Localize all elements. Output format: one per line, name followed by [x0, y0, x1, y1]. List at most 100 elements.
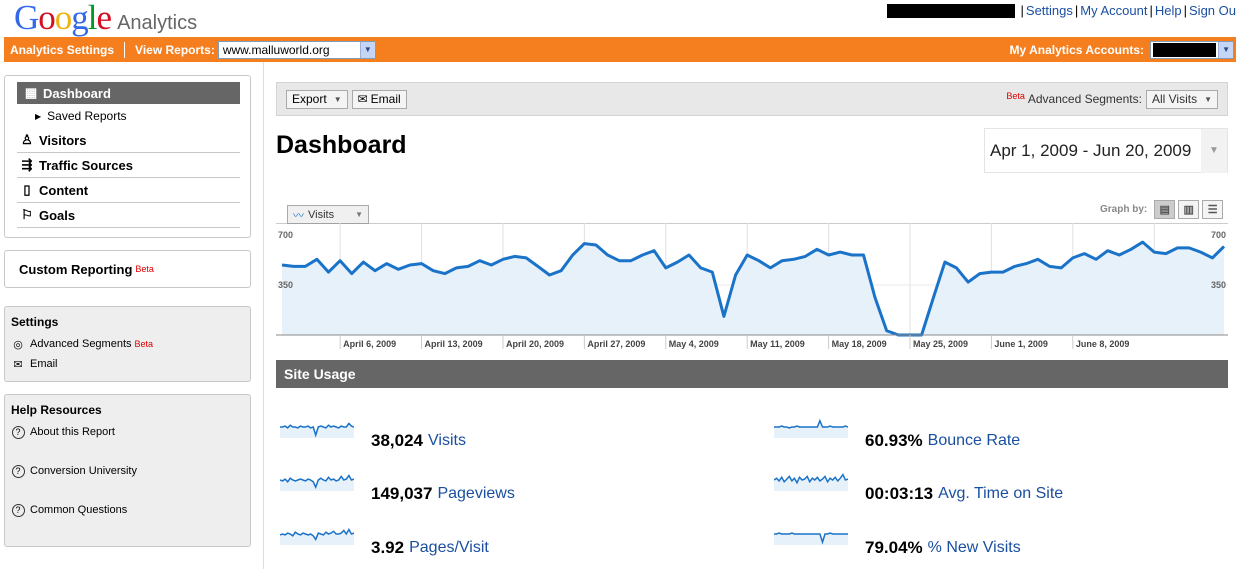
help-icon: ? [11, 464, 25, 478]
y-tick-label: 350 [278, 280, 293, 290]
x-tick-label: May 11, 2009 [750, 339, 805, 349]
sparkline-area [774, 474, 848, 491]
graph-by-month-button[interactable]: ☰ [1202, 200, 1224, 219]
line-chart-icon: 〰 [293, 209, 304, 222]
nav-visitors-label: Visitors [39, 132, 87, 148]
metric-label-link[interactable]: % New Visits [927, 539, 1021, 556]
metric-label-link[interactable]: Pageviews [437, 485, 515, 502]
metric-label-link[interactable]: Visits [428, 432, 466, 449]
sign-out-link[interactable]: Sign Ou [1189, 3, 1236, 18]
report-nav: ▦ Dashboard ▶ Saved Reports ♙ Visitors ⇶… [4, 75, 251, 238]
graph-by-week-button[interactable]: ▥ [1178, 200, 1200, 219]
x-tick-label: May 25, 2009 [913, 339, 968, 349]
help-link[interactable]: Help [1154, 3, 1182, 18]
email-button[interactable]: ✉ Email [351, 89, 407, 109]
advanced-segments-link[interactable]: ◎ Advanced Segments Beta [11, 334, 244, 354]
export-button[interactable]: Export ▼ [286, 89, 348, 109]
advanced-segments-label: Advanced Segments: [1027, 92, 1142, 106]
metric-value: 60.93% [865, 431, 923, 450]
sparkline-line [774, 473, 848, 485]
common-questions-link[interactable]: ? Common Questions [11, 500, 244, 520]
beta-badge: Beta [1006, 91, 1025, 101]
metric-label-link[interactable]: Pages/Visit [409, 539, 489, 556]
metric-label-link[interactable]: Bounce Rate [927, 432, 1021, 449]
view-reports-label: View Reports: [135, 42, 215, 57]
common-questions-label: Common Questions [30, 504, 128, 516]
y-tick-label: 700 [278, 230, 293, 240]
my-account-link[interactable]: My Account [1080, 3, 1148, 18]
metric-pages-visit: 3.92 Pages/Visit [280, 510, 489, 558]
google-analytics-logo[interactable]: Google Analytics [14, 0, 197, 36]
sparkline [774, 473, 848, 491]
nav-custom-reporting[interactable]: Custom Reporting Beta [4, 250, 251, 288]
email-link[interactable]: ✉ Email [11, 354, 244, 374]
beta-badge: Beta [134, 339, 154, 349]
email-label: Email [30, 358, 58, 370]
analytics-settings-link[interactable]: Analytics Settings [10, 42, 115, 57]
export-label: Export [292, 92, 327, 106]
envelope-icon: ✉ [13, 358, 23, 371]
about-report-link[interactable]: ? About this Report [11, 422, 244, 442]
date-range-picker[interactable]: Apr 1, 2009 - Jun 20, 2009 ▼ [984, 128, 1228, 173]
logo-analytics-text: Analytics [117, 12, 198, 34]
sparkline-line [774, 532, 848, 545]
nav-dashboard[interactable]: ▦ Dashboard [17, 82, 240, 104]
top-nav-bar: Analytics Settings View Reports: www.mal… [4, 37, 1236, 62]
segment-select[interactable]: All Visits ▼ [1145, 89, 1218, 109]
x-tick-label: April 13, 2009 [425, 339, 483, 349]
visits-series-line[interactable] [281, 240, 1226, 337]
account-select[interactable]: ▼ [1150, 40, 1234, 59]
graph-by-controls: Graph by: ▤ ▥ ☰ [1100, 200, 1224, 219]
nav-content-label: Content [39, 182, 89, 198]
sparkline-line [280, 527, 354, 541]
my-accounts-label: My Analytics Accounts: [1009, 42, 1144, 57]
nav-traffic-sources[interactable]: ⇶ Traffic Sources [17, 153, 240, 178]
sparkline-area [774, 420, 848, 438]
sparkline [280, 422, 354, 438]
help-resources-box: Help Resources ? About this Report ? Con… [4, 394, 251, 547]
chevron-down-icon: ▼ [1218, 41, 1233, 58]
nav-content[interactable]: ▯ Content [17, 178, 240, 203]
sparkline-line [280, 422, 354, 438]
person-icon: ♙ [21, 132, 33, 147]
metric-visits: 38,024 Visits [280, 403, 466, 451]
page-icon: ▯ [23, 182, 31, 197]
sparkline-line [774, 418, 848, 429]
metric-value: 00:03:13 [865, 484, 934, 503]
segment-value: All Visits [1151, 92, 1198, 106]
settings-link[interactable]: Settings [1025, 3, 1073, 18]
x-tick-label: May 18, 2009 [832, 339, 887, 349]
x-tick-label: May 4, 2009 [669, 339, 719, 349]
help-icon: ? [11, 425, 25, 439]
conversion-university-link[interactable]: ? Conversion University [11, 461, 244, 481]
sparkline-area [774, 533, 848, 545]
visits-series-area [282, 242, 1224, 335]
sparkline [280, 474, 354, 491]
sparkline [280, 527, 354, 545]
nav-goals[interactable]: ⚐ Goals [17, 203, 240, 228]
top-links: | Settings | My Account | Help | Sign Ou [886, 3, 1236, 18]
sparkline-area [280, 475, 354, 491]
redacted-account [1153, 42, 1217, 57]
sparkline [774, 532, 848, 545]
metric-label-link[interactable]: Avg. Time on Site [938, 485, 1064, 502]
help-title: Help Resources [11, 403, 102, 417]
x-tick-label: April 27, 2009 [587, 339, 645, 349]
flag-icon: ⚐ [21, 207, 33, 222]
settings-title: Settings [11, 315, 59, 329]
chevron-down-icon: ▼ [1204, 94, 1212, 104]
beta-badge: Beta [135, 264, 154, 274]
x-tick-label: April 6, 2009 [343, 339, 396, 349]
nav-saved-reports-label: Saved Reports [47, 109, 127, 123]
chevron-down-icon: ▼ [359, 41, 375, 58]
graph-by-day-button[interactable]: ▤ [1154, 200, 1176, 219]
nav-visitors[interactable]: ♙ Visitors [17, 128, 240, 153]
nav-traffic-sources-label: Traffic Sources [39, 157, 133, 173]
site-select[interactable]: www.malluworld.org ▼ [217, 40, 376, 59]
metric-pageviews: 149,037 Pageviews [280, 456, 515, 504]
nav-saved-reports[interactable]: ▶ Saved Reports [35, 104, 240, 128]
date-range-value: Apr 1, 2009 - Jun 20, 2009 [990, 140, 1192, 160]
sparkline-line [280, 474, 354, 490]
graph-metric-select[interactable]: 〰 Visits ▼ [287, 205, 369, 224]
x-tick-label: April 20, 2009 [506, 339, 564, 349]
